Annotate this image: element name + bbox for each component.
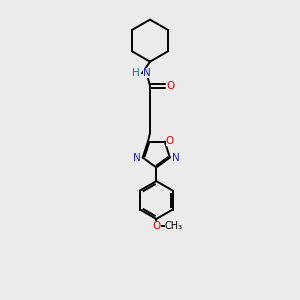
Text: O: O (152, 221, 160, 231)
Text: H: H (133, 68, 140, 78)
Text: CH₃: CH₃ (165, 221, 183, 231)
Text: N: N (133, 153, 140, 163)
Text: O: O (166, 81, 175, 91)
Text: N: N (143, 68, 151, 78)
Text: N: N (172, 153, 180, 163)
Text: O: O (166, 136, 174, 146)
